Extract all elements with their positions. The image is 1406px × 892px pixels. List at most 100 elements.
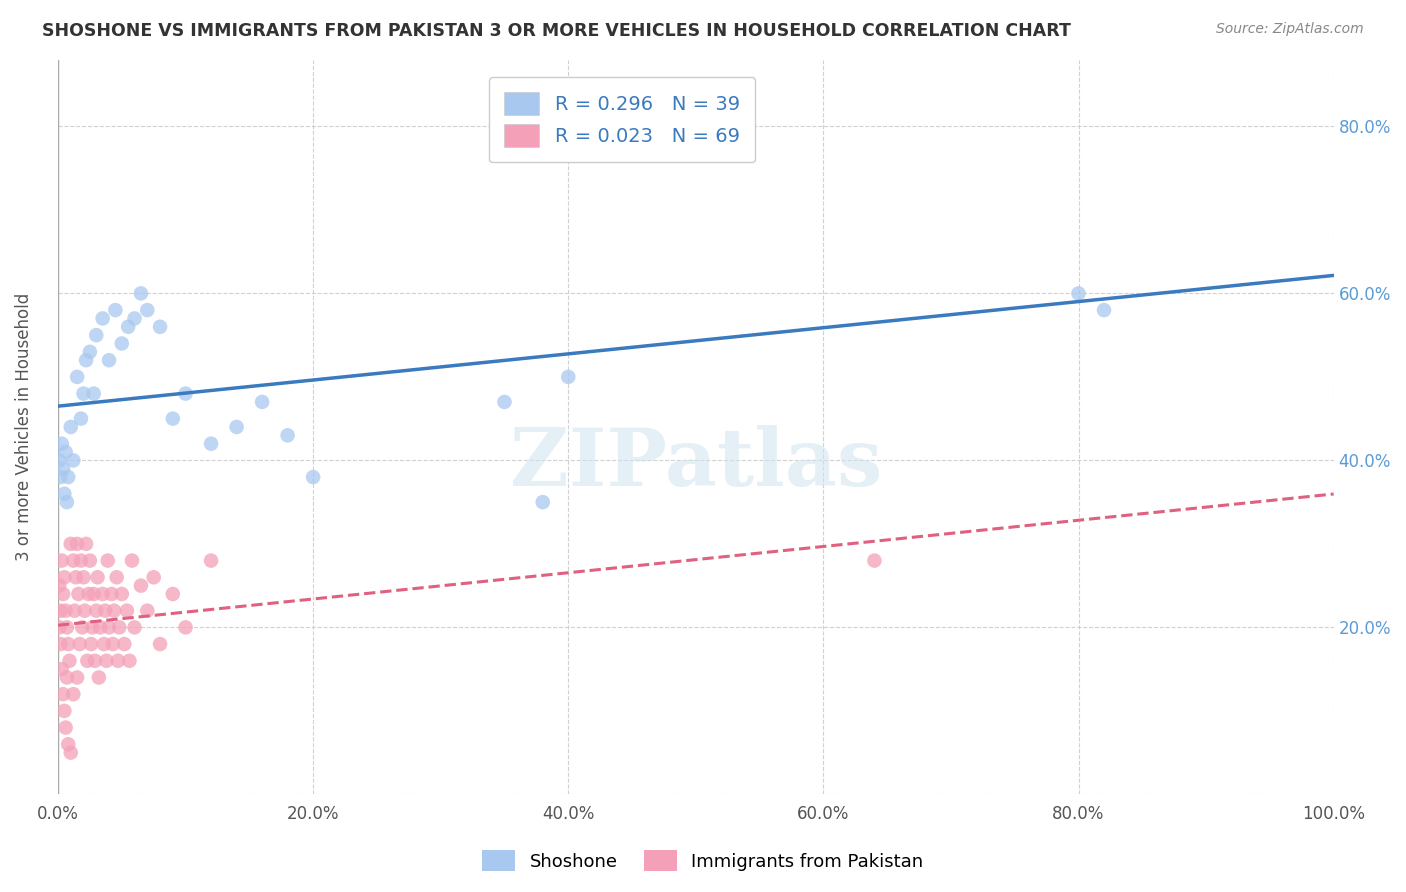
Point [87,670,110,684]
Point [129,579,152,593]
Point [111,336,134,351]
Point [136,604,159,618]
Point [136,303,159,318]
Point [107,654,129,668]
Point [53,487,76,501]
Point [66,370,89,384]
Point [129,286,152,301]
Point [91,311,114,326]
Point [103,604,125,618]
Point [58,737,80,751]
Point [84,604,107,618]
Point [49,637,72,651]
Point [56,620,79,634]
Point [70,411,93,425]
Point [62,453,84,467]
Point [51,662,73,676]
Point [76,654,98,668]
Point [79,344,101,359]
Point [52,687,75,701]
Text: SHOSHONE VS IMMIGRANTS FROM PAKISTAN 3 OR MORE VEHICLES IN HOUSEHOLD CORRELATION: SHOSHONE VS IMMIGRANTS FROM PAKISTAN 3 O… [42,22,1071,40]
Point [115,604,138,618]
Point [59,537,82,551]
Point [58,470,80,484]
Point [66,670,89,684]
Point [59,420,82,434]
Point [66,537,89,551]
Point [149,319,172,334]
Point [91,587,114,601]
Point [277,428,299,442]
Point [75,353,97,368]
Point [863,553,886,567]
Point [86,570,108,584]
Point [531,120,554,134]
Point [302,470,325,484]
Point [225,420,247,434]
Point [56,495,79,509]
Point [70,553,93,567]
Point [72,386,94,401]
Point [494,395,516,409]
Point [77,587,100,601]
Point [63,604,86,618]
Point [65,570,87,584]
Point [162,587,184,601]
Point [93,637,115,651]
Point [557,370,579,384]
Point [84,654,107,668]
Point [105,570,128,584]
Point [55,445,77,459]
Point [53,570,76,584]
Point [118,654,141,668]
Point [83,386,105,401]
Point [98,620,121,634]
Point [100,587,122,601]
Point [112,637,135,651]
Point [83,587,105,601]
Point [149,637,172,651]
Point [84,328,107,343]
Point [174,620,197,634]
Point [69,637,91,651]
Point [75,537,97,551]
Point [51,553,73,567]
Point [174,386,197,401]
Point [124,620,146,634]
Point [97,553,120,567]
Point [79,553,101,567]
Point [62,553,84,567]
Text: ZIPatlas: ZIPatlas [510,425,882,503]
Legend: R = 0.296   N = 39, R = 0.023   N = 69: R = 0.296 N = 39, R = 0.023 N = 69 [489,77,755,162]
Point [55,604,77,618]
Point [52,587,75,601]
Point [94,604,117,618]
Point [49,604,72,618]
Point [55,721,77,735]
Point [62,687,84,701]
Point [108,620,131,634]
Point [48,579,70,593]
Point [49,470,72,484]
Point [89,620,111,634]
Point [58,637,80,651]
Point [200,436,222,450]
Point [117,319,139,334]
Point [82,620,104,634]
Point [96,654,118,668]
Point [200,553,222,567]
Point [80,637,103,651]
Point [56,670,79,684]
Point [531,495,554,509]
Point [53,704,76,718]
Y-axis label: 3 or more Vehicles in Household: 3 or more Vehicles in Household [15,293,32,561]
Text: Source: ZipAtlas.com: Source: ZipAtlas.com [1216,22,1364,37]
Point [1067,286,1090,301]
Point [51,436,73,450]
Point [121,553,143,567]
Point [124,311,146,326]
Point [70,620,93,634]
Legend: Shoshone, Immigrants from Pakistan: Shoshone, Immigrants from Pakistan [475,843,931,879]
Point [48,453,70,467]
Point [1092,303,1115,318]
